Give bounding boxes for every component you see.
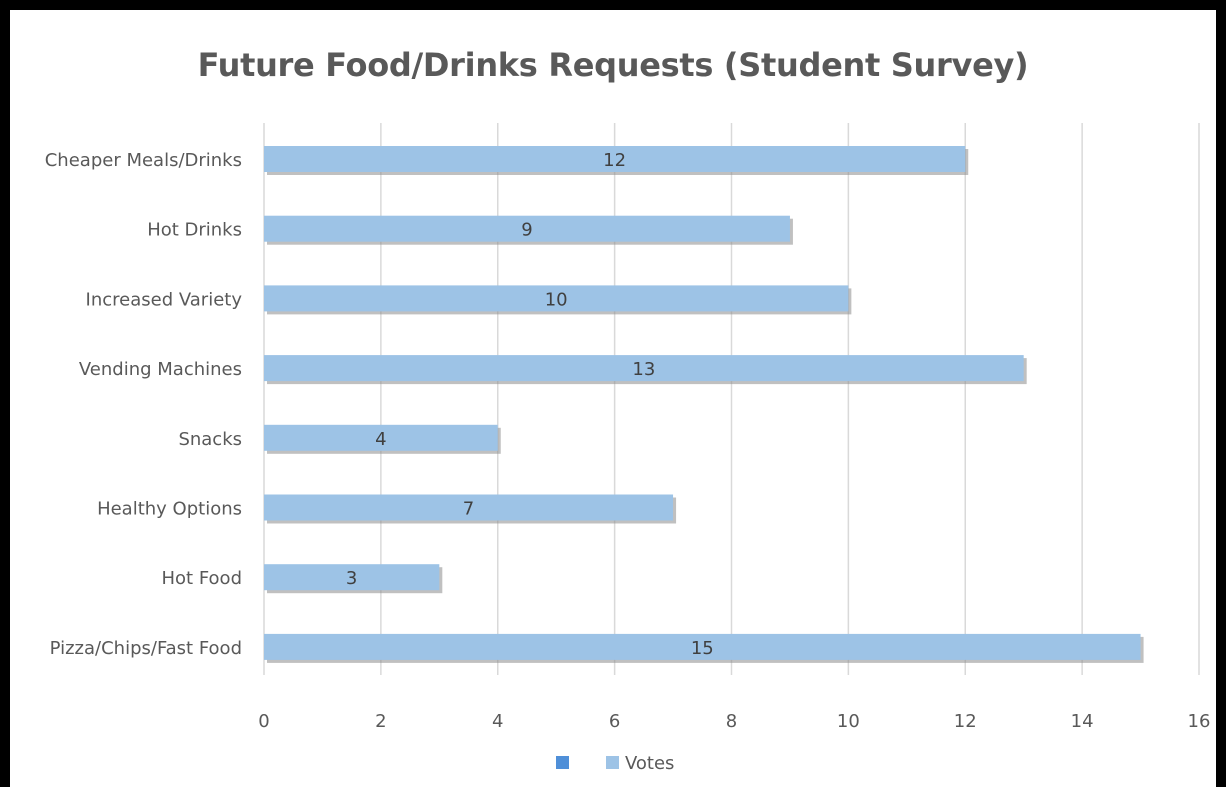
legend-swatch (556, 756, 569, 769)
category-label: Increased Variety (86, 289, 243, 310)
data-label: 10 (545, 289, 568, 310)
data-label: 15 (691, 638, 714, 659)
data-label: 4 (375, 429, 386, 450)
data-label: 3 (346, 568, 357, 589)
category-label: Healthy Options (97, 499, 242, 520)
legend-label: Votes (625, 753, 674, 774)
category-label: Snacks (178, 429, 242, 450)
x-axis-tick-labels: 0 2 4 6 8 10 12 14 16 (258, 711, 1210, 732)
x-tick-label: 4 (492, 711, 503, 732)
bar-healthy-options (264, 494, 674, 521)
bar-cheaper-meals-drinks (264, 146, 966, 172)
chart-title: Future Food/Drinks Requests (Student Sur… (197, 46, 1029, 84)
x-tick-label: 12 (954, 711, 977, 732)
x-tick-label: 14 (1071, 711, 1094, 732)
x-tick-label: 0 (258, 711, 269, 732)
category-label: Hot Drinks (147, 220, 242, 241)
gridlines (263, 123, 1200, 675)
bar-hot-drinks (264, 215, 790, 242)
data-label: 13 (632, 359, 655, 380)
data-label: 7 (463, 499, 474, 520)
data-label: 9 (521, 220, 532, 241)
x-tick-label: 8 (726, 711, 737, 732)
legend: Votes (556, 753, 674, 774)
bar-hot-food (264, 564, 440, 591)
category-label: Pizza/Chips/Fast Food (50, 638, 242, 659)
bar-snacks (264, 424, 498, 451)
x-tick-label: 2 (375, 711, 386, 732)
x-tick-label: 16 (1188, 711, 1211, 732)
category-label: Vending Machines (79, 359, 242, 380)
legend-swatch (606, 756, 619, 769)
bar-vending-machines (264, 355, 1024, 382)
x-tick-label: 6 (609, 711, 620, 732)
category-label: Hot Food (162, 568, 243, 589)
category-label: Cheaper Meals/Drinks (45, 150, 242, 171)
x-tick-label: 10 (837, 711, 860, 732)
category-labels: Cheaper Meals/Drinks Hot Drinks Increased … (45, 150, 243, 659)
data-label: 12 (603, 150, 626, 171)
bar-pizza-chips-fast-food (264, 633, 1141, 660)
bars: 12 9 10 13 4 7 3 15 (264, 146, 1144, 663)
bar-increased-variety (264, 285, 849, 312)
